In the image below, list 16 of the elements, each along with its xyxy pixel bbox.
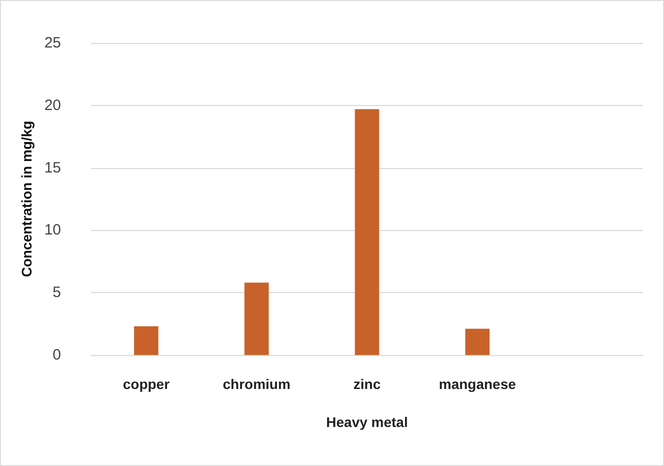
x-tick-label: zinc — [353, 376, 381, 392]
bar — [354, 109, 380, 355]
bar — [134, 326, 158, 355]
y-tick-label: 10 — [44, 222, 61, 239]
y-tick-label: 25 — [44, 34, 61, 52]
x-tick-label: manganese — [438, 376, 516, 392]
x-tick-label: chromium — [222, 376, 290, 392]
x-tick-label: copper — [122, 376, 170, 392]
y-tick-label: 0 — [52, 346, 61, 364]
y-tick-label: 20 — [44, 96, 61, 114]
x-axis-title: Heavy metal — [326, 414, 408, 430]
bar — [244, 282, 269, 355]
y-axis-title: Concentration in mg/kg — [18, 120, 34, 278]
y-tick-label: 5 — [52, 284, 61, 302]
y-tick-label: 15 — [44, 159, 61, 176]
bar — [465, 328, 490, 355]
